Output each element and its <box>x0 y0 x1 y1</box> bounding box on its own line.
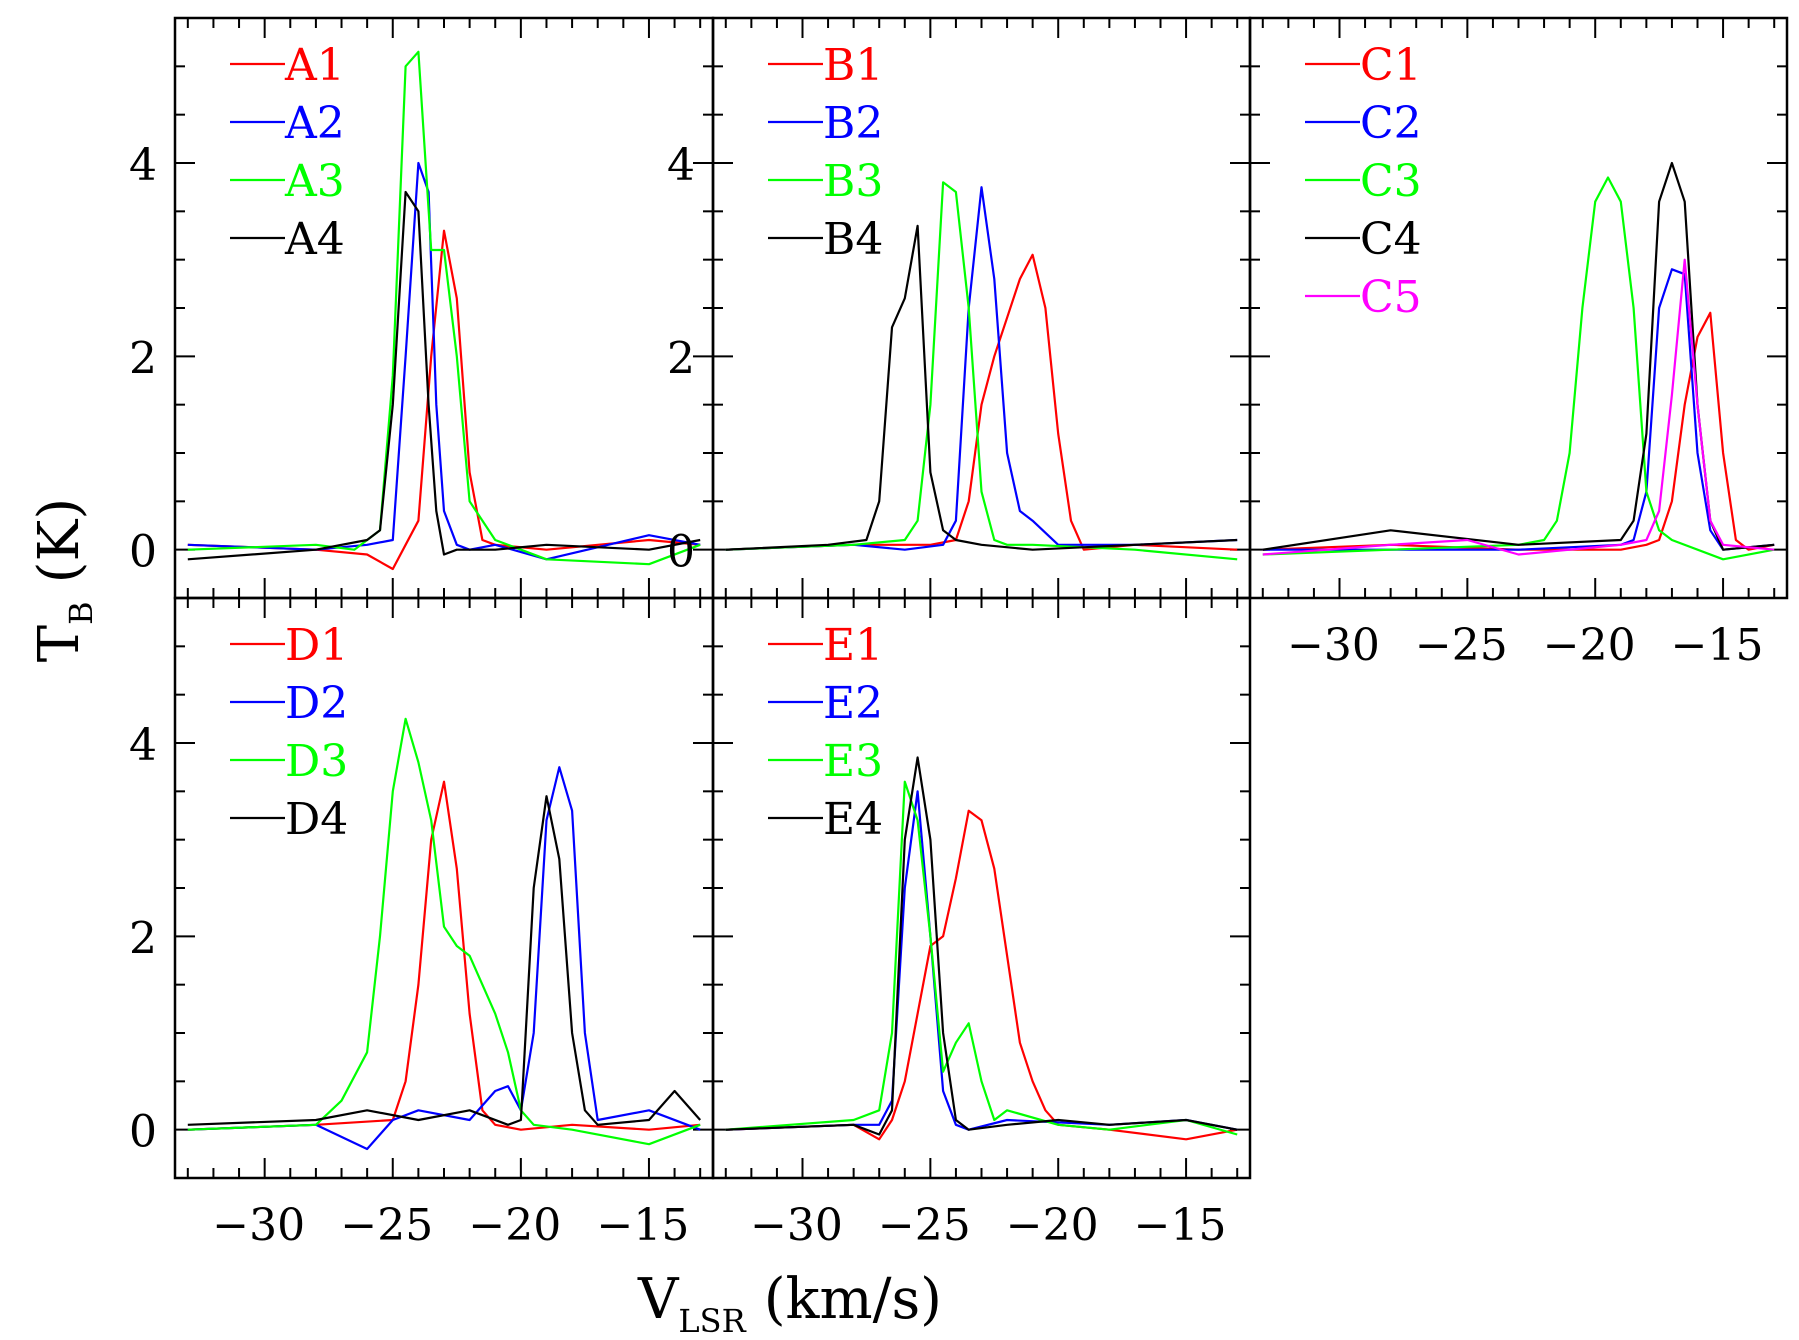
series-line-A3 <box>187 50 701 566</box>
legend-label-E3: E3 <box>823 736 883 787</box>
legend-label-C5: C5 <box>1360 272 1422 323</box>
y-tick-label: 2 <box>129 333 157 384</box>
x-tick-label: −20 <box>468 1200 561 1251</box>
legend-label-B2: B2 <box>823 98 883 149</box>
legend-label-A4: A4 <box>284 214 345 265</box>
x-tick-label: −30 <box>212 1200 305 1251</box>
legend-label-E1: E1 <box>823 620 883 671</box>
legend-label-D4: D4 <box>285 794 348 845</box>
series-line-D3 <box>187 717 701 1146</box>
legend-label-C2: C2 <box>1360 98 1422 149</box>
y-axis-label-main: T <box>27 625 92 662</box>
series-line-B1 <box>725 253 1238 551</box>
series-line-D1 <box>187 780 701 1131</box>
legend-label-B4: B4 <box>823 214 883 265</box>
y-tick-label: 4 <box>129 720 157 771</box>
legend-label-C1: C1 <box>1360 40 1422 91</box>
panel-B: 0 2 4 B1 B2 B3 B4 <box>667 16 1252 600</box>
series-line-A1 <box>187 229 701 571</box>
series-line-B4 <box>725 224 1238 551</box>
legend-label-D1: D1 <box>285 620 348 671</box>
series-line-E1 <box>725 809 1238 1141</box>
legend-label-D3: D3 <box>285 736 348 787</box>
x-tick-label: −30 <box>750 1200 843 1251</box>
x-axis-label: VLSR (km/s) <box>637 1267 942 1340</box>
x-axis-label-unit: (km/s) <box>764 1267 942 1332</box>
series-line-C5 <box>1262 258 1775 556</box>
y-tick-label: 2 <box>667 333 695 384</box>
x-tick-label: −20 <box>1543 620 1636 671</box>
x-axis-label-main: V <box>637 1267 680 1332</box>
series-line-C4 <box>1262 161 1775 551</box>
panel-A: 0 2 4 A1 A2 A3 A4 <box>129 16 715 600</box>
panel-C: −30 −25 −20 −15 C1 C2 C3 C4 C5 <box>1248 16 1789 671</box>
y-tick-label: 0 <box>129 1107 157 1158</box>
series-line-C3 <box>1262 176 1775 561</box>
x-tick-label: −20 <box>1006 1200 1099 1251</box>
panel-frame <box>173 596 715 1180</box>
series-line-C1 <box>1262 311 1775 551</box>
svg-text:TB(K): TB (K) <box>27 498 100 662</box>
x-tick-label: −25 <box>1415 620 1508 671</box>
legend-label-E4: E4 <box>823 794 883 845</box>
series-line-E4 <box>725 756 1238 1136</box>
y-tick-label: 0 <box>667 527 695 578</box>
y-tick-label: 2 <box>129 913 157 964</box>
legend-label-B1: B1 <box>823 40 883 91</box>
y-tick-label: 4 <box>667 140 695 191</box>
legend-label-A2: A2 <box>284 98 345 149</box>
series-line-D2 <box>187 766 701 1151</box>
x-tick-label: −30 <box>1287 620 1380 671</box>
y-tick-label: 0 <box>129 527 157 578</box>
x-tick-label: −15 <box>597 1200 690 1251</box>
y-axis-label-sub: B <box>62 601 100 625</box>
y-axis-label: TB (K) <box>27 498 100 662</box>
x-axis-label-sub: LSR <box>678 1302 746 1340</box>
panel-D: 0 2 4 −30 −25 −20 −15 D1 D2 D3 D4 <box>129 596 715 1251</box>
x-tick-label: −15 <box>1671 620 1764 671</box>
series-line-B2 <box>725 186 1238 551</box>
series-line-E3 <box>725 780 1238 1136</box>
panel-frame <box>711 16 1252 600</box>
legend-label-C3: C3 <box>1360 156 1422 207</box>
x-tick-label: −25 <box>340 1200 433 1251</box>
series-line-D4 <box>187 795 702 1126</box>
series-line-A2 <box>187 161 701 561</box>
legend-label-B3: B3 <box>823 156 883 207</box>
legend-label-E2: E2 <box>823 678 883 729</box>
legend-label-A3: A3 <box>284 156 345 207</box>
x-tick-label: −15 <box>1134 1200 1227 1251</box>
y-axis-label-unit: (K) <box>27 498 92 584</box>
legend-label-C4: C4 <box>1360 214 1422 265</box>
panel-E: −30 −25 −20 −15 E1 E2 E3 E4 <box>711 596 1252 1251</box>
legend-label-D2: D2 <box>285 678 348 729</box>
panel-frame <box>711 596 1252 1180</box>
legend-label-A1: A1 <box>284 40 345 91</box>
x-tick-label: −25 <box>878 1200 971 1251</box>
series-line-B3 <box>725 181 1238 561</box>
series-line-A4 <box>187 190 701 561</box>
y-tick-label: 4 <box>129 140 157 191</box>
series-line-C2 <box>1262 268 1775 551</box>
